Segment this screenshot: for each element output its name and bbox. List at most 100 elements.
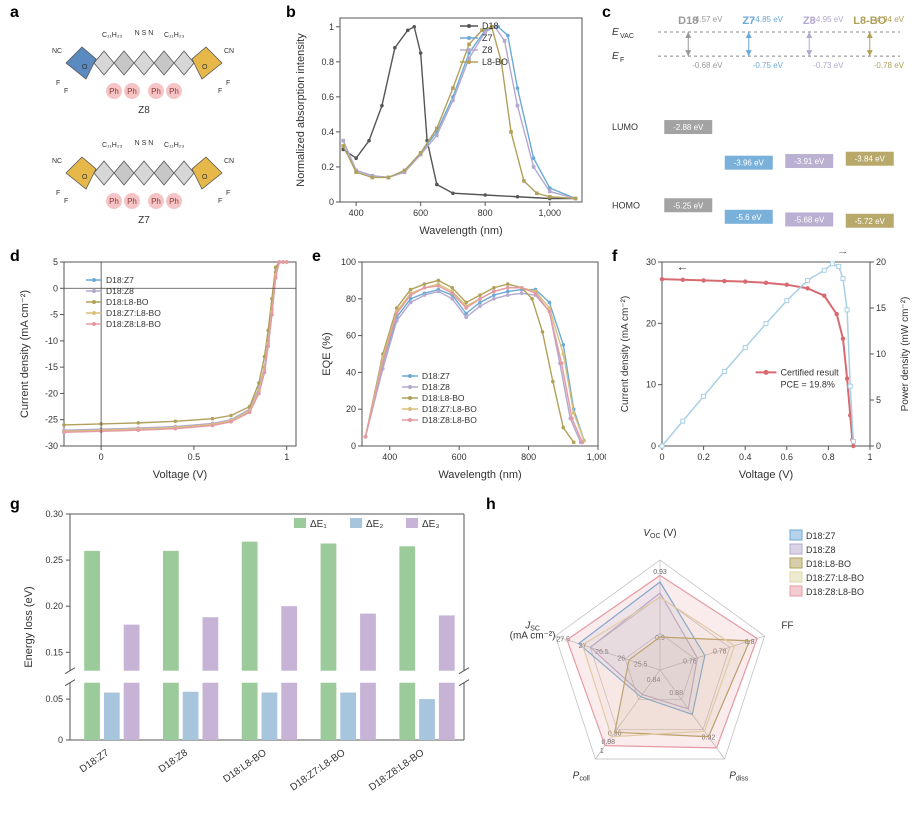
svg-text:-4.94 eV: -4.94 eV <box>874 15 905 24</box>
svg-text:Ph: Ph <box>169 197 179 206</box>
svg-text:F: F <box>218 88 222 95</box>
panel-label-f: f <box>612 248 617 266</box>
svg-text:600: 600 <box>413 208 428 218</box>
eqe-chart: 4006008001,000020406080100Wavelength (nm… <box>316 252 606 482</box>
svg-text:NC: NC <box>52 48 62 55</box>
svg-text:E: E <box>612 27 619 38</box>
svg-text:(mA cm⁻²): (mA cm⁻²) <box>510 631 556 642</box>
svg-text:CN: CN <box>224 158 234 165</box>
svg-text:-5.72 eV: -5.72 eV <box>855 217 886 226</box>
svg-text:D18:Z7: D18:Z7 <box>806 531 836 541</box>
svg-text:-3.91 eV: -3.91 eV <box>794 157 825 166</box>
svg-text:C₁₁H₂₃: C₁₁H₂₃ <box>102 142 123 149</box>
svg-text:ΔE₁: ΔE₁ <box>310 519 327 530</box>
svg-text:5: 5 <box>53 257 58 267</box>
svg-text:15: 15 <box>876 303 886 313</box>
svg-text:-3.96 eV: -3.96 eV <box>734 159 765 168</box>
svg-text:0: 0 <box>876 441 881 451</box>
svg-text:C₁₁H₂₃: C₁₁H₂₃ <box>164 32 185 39</box>
svg-text:F: F <box>218 198 222 205</box>
svg-text:Current density (mA cm⁻²): Current density (mA cm⁻²) <box>620 296 631 412</box>
svg-text:O: O <box>82 174 88 181</box>
svg-text:-5.6 eV: -5.6 eV <box>736 213 762 222</box>
svg-text:F: F <box>226 190 230 197</box>
svg-text:1,000: 1,000 <box>538 208 561 218</box>
svg-text:-25: -25 <box>45 415 58 425</box>
radar-chart: VOC (V)FFPdissPcollJSC(mA cm⁻²)0.90.930.… <box>490 500 910 820</box>
svg-text:0.25: 0.25 <box>45 555 63 565</box>
svg-text:0.8: 0.8 <box>321 57 334 67</box>
svg-text:Ph: Ph <box>151 87 161 96</box>
svg-text:Z7: Z7 <box>482 33 493 43</box>
svg-text:0: 0 <box>351 441 356 451</box>
svg-text:20: 20 <box>346 404 356 414</box>
svg-text:Certified result: Certified result <box>781 367 840 377</box>
svg-text:D18:Z7: D18:Z7 <box>422 371 450 381</box>
absorption-chart: 4006008001,00000.20.40.60.81Wavelength (… <box>290 8 590 238</box>
svg-text:Ph: Ph <box>127 197 137 206</box>
svg-text:0: 0 <box>58 735 63 745</box>
panel-d: d 00.51-30-25-20-15-10-505Voltage (V)Cur… <box>14 252 304 482</box>
svg-text:C₁₁H₂₃: C₁₁H₂₃ <box>164 142 185 149</box>
svg-text:D18:Z8: D18:Z8 <box>806 545 836 555</box>
svg-text:F: F <box>56 80 60 87</box>
svg-text:Ph: Ph <box>109 197 119 206</box>
svg-text:-4.95 eV: -4.95 eV <box>813 15 844 24</box>
panel-g: g 0.150.200.250.3000.05Energy loss (eV)D… <box>14 500 474 820</box>
svg-text:5: 5 <box>876 395 881 405</box>
svg-text:0: 0 <box>329 197 334 207</box>
svg-text:N S N: N S N <box>135 140 154 147</box>
svg-text:0.2: 0.2 <box>321 162 334 172</box>
svg-text:10: 10 <box>646 380 656 390</box>
svg-text:20: 20 <box>876 257 886 267</box>
svg-text:0.2: 0.2 <box>697 452 710 462</box>
svg-text:D18:Z7:L8-BO: D18:Z7:L8-BO <box>288 747 347 793</box>
svg-text:80: 80 <box>346 294 356 304</box>
svg-text:1,000: 1,000 <box>587 452 606 462</box>
jv-chart: 00.51-30-25-20-15-10-505Voltage (V)Curre… <box>14 252 304 482</box>
svg-text:Pdiss: Pdiss <box>729 770 749 782</box>
svg-text:20: 20 <box>646 318 656 328</box>
svg-text:CN: CN <box>224 48 234 55</box>
svg-text:0: 0 <box>99 452 104 462</box>
svg-text:Voltage (V): Voltage (V) <box>153 469 207 481</box>
svg-text:F: F <box>620 57 624 64</box>
svg-text:D18:L8-BO: D18:L8-BO <box>806 559 851 569</box>
svg-text:Current density (mA cm⁻²): Current density (mA cm⁻²) <box>19 290 31 418</box>
svg-text:800: 800 <box>478 208 493 218</box>
svg-text:D18:Z7: D18:Z7 <box>106 275 134 285</box>
svg-text:60: 60 <box>346 331 356 341</box>
svg-text:0.5: 0.5 <box>188 452 201 462</box>
svg-text:D18:Z8:L8-BO: D18:Z8:L8-BO <box>806 587 864 597</box>
svg-text:-0.68 eV: -0.68 eV <box>692 61 723 70</box>
svg-text:-0.75 eV: -0.75 eV <box>753 61 784 70</box>
svg-text:-2.88 eV: -2.88 eV <box>673 123 704 132</box>
svg-text:D18:Z8: D18:Z8 <box>106 286 134 296</box>
svg-text:0.8: 0.8 <box>822 452 835 462</box>
svg-text:0: 0 <box>651 441 656 451</box>
svg-text:D18:L8-BO: D18:L8-BO <box>221 747 268 785</box>
svg-text:-20: -20 <box>45 388 58 398</box>
energy-level-diagram: D18Z7Z8L8-BOEVACEFLUMOHOMO-4.57 eV-0.68 … <box>606 8 906 238</box>
svg-text:D18:Z7:L8-BO: D18:Z7:L8-BO <box>106 308 161 318</box>
svg-text:L8-BO: L8-BO <box>482 57 508 67</box>
svg-text:-15: -15 <box>45 362 58 372</box>
svg-text:ΔE₃: ΔE₃ <box>422 519 439 530</box>
svg-text:O: O <box>82 64 88 71</box>
svg-text:NC: NC <box>52 158 62 165</box>
svg-text:400: 400 <box>382 452 397 462</box>
svg-text:VOC (V): VOC (V) <box>643 528 676 540</box>
svg-text:FF: FF <box>781 621 793 632</box>
svg-text:-3.84 eV: -3.84 eV <box>855 155 886 164</box>
svg-text:Wavelength (nm): Wavelength (nm) <box>438 469 521 481</box>
svg-text:Voltage (V): Voltage (V) <box>739 469 793 481</box>
svg-text:HOMO: HOMO <box>612 200 640 210</box>
svg-text:→: → <box>837 252 849 257</box>
svg-text:F: F <box>56 190 60 197</box>
svg-text:D18:Z7:L8-BO: D18:Z7:L8-BO <box>422 404 477 414</box>
svg-text:Z8: Z8 <box>482 45 493 55</box>
svg-text:Z8: Z8 <box>138 105 150 116</box>
svg-text:D18:Z8:L8-BO: D18:Z8:L8-BO <box>422 415 477 425</box>
svg-text:D18:Z8: D18:Z8 <box>422 382 450 392</box>
svg-text:C₁₁H₂₃: C₁₁H₂₃ <box>102 32 123 39</box>
